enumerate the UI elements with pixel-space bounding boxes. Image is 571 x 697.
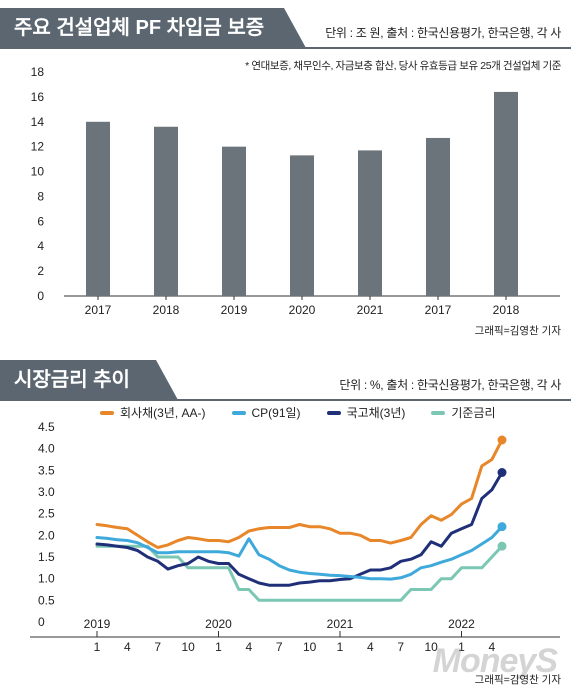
x-month-label: 4 — [367, 640, 374, 654]
legend-label: 회사채(3년, AA-) — [120, 406, 206, 420]
series-line — [95, 471, 504, 587]
y-tick-label: 2.0 — [38, 528, 55, 542]
series-line — [95, 438, 504, 549]
y-tick-label: 4 — [37, 239, 44, 253]
bar — [154, 126, 178, 296]
legend-label: 국고채(3년) — [346, 406, 406, 420]
y-tick-label: 2 — [37, 264, 44, 278]
legend-item: CP(91일) — [231, 404, 301, 421]
y-tick-label: 2.5 — [38, 507, 55, 521]
y-tick-label: 14 — [31, 115, 45, 129]
legend-item: 회사채(3년, AA-) — [100, 404, 206, 421]
x-tick-label: 2018 — [153, 303, 180, 317]
bar-chart-credit: 그래픽=김영찬 기자 — [474, 325, 561, 337]
y-tick-label: 3.5 — [38, 463, 55, 477]
y-tick-label: 10 — [31, 165, 45, 179]
bar-chart-title: 주요 건설업체 PF 차입금 보증 — [0, 8, 306, 48]
x-month-label: 1 — [94, 640, 101, 654]
legend-swatch — [100, 410, 114, 415]
legend-label: 기준금리 — [451, 406, 496, 420]
y-tick-label: 0 — [38, 615, 45, 629]
x-month-label: 4 — [489, 640, 496, 654]
x-year-label: 2019 — [84, 617, 111, 631]
bar-chart: 0 2 4 6 8 10 12 14 16 18 2017 2018 2019 2020 2021 2017 2… — [31, 65, 560, 317]
bar-chart-note: * 연대보증, 채무인수, 자금보충 합산, 당사 유효등급 보유 25개 건설… — [245, 60, 561, 72]
x-month-label: 1 — [215, 640, 222, 654]
x-month-label: 10 — [181, 640, 195, 654]
x-tick-label: 2018 — [493, 303, 520, 317]
x-tick-label: 2020 — [289, 303, 316, 317]
pf-guarantee-panel: 주요 건설업체 PF 차입금 보증 단위 : 조 원, 출처 : 한국신용평가,… — [0, 0, 571, 345]
y-tick-label: 0.5 — [38, 593, 55, 607]
x-tick-label: 2017 — [425, 303, 452, 317]
line-chart-legend: 회사채(3년, AA-) CP(91일) 국고채(3년) 기준금리 — [100, 404, 496, 421]
line-chart-credit: 그래픽=김영찬 기자 — [474, 674, 561, 686]
y-tick-label: 12 — [31, 140, 45, 154]
title-divider — [0, 47, 571, 49]
x-tick-label: 2021 — [357, 303, 384, 317]
legend-swatch — [431, 410, 446, 415]
bar — [290, 155, 314, 296]
series-end-marker — [497, 435, 507, 445]
y-tick-label: 16 — [31, 90, 45, 104]
x-month-label: 10 — [424, 640, 438, 654]
y-tick-label: 4.5 — [38, 420, 55, 434]
series-line — [95, 525, 504, 581]
title-divider — [0, 399, 571, 401]
y-tick-label: 1.0 — [38, 572, 55, 586]
legend-item: 국고채(3년) — [326, 404, 406, 421]
y-tick-label: 18 — [31, 65, 45, 79]
y-tick-label: 6 — [37, 214, 44, 228]
line-chart-unit: 단위 : %, 출처 : 한국신용평가, 한국은행, 각 사 — [339, 378, 561, 392]
bar — [426, 137, 450, 296]
series-line — [95, 544, 504, 602]
y-tick-label: 3.0 — [38, 485, 55, 499]
x-tick-label: 2019 — [221, 303, 248, 317]
y-tick-label: 1.5 — [38, 550, 55, 564]
x-year-label: 2021 — [327, 617, 354, 631]
legend-item: 기준금리 — [431, 404, 496, 421]
legend-label: CP(91일) — [251, 406, 301, 420]
market-rate-panel: 시장금리 추이 단위 : %, 출처 : 한국신용평가, 한국은행, 각 사 회… — [0, 352, 571, 697]
x-month-label: 4 — [246, 640, 253, 654]
x-tick-label: 2017 — [85, 303, 112, 317]
legend-swatch — [326, 410, 341, 415]
x-month-label: 7 — [397, 640, 404, 654]
x-year-label: 2022 — [448, 617, 475, 631]
line-chart-title: 시장금리 추이 — [0, 360, 178, 400]
series-end-marker — [497, 522, 507, 532]
bar — [494, 91, 518, 297]
y-tick-label: 4.0 — [38, 442, 55, 456]
bar — [222, 146, 246, 296]
line-chart: 0 0.5 1.0 1.5 2.0 2.5 3.0 3.5 4.0 4.5 2019 2020 2021… — [30, 420, 560, 654]
series-end-marker — [497, 468, 507, 477]
bar-chart-unit: 단위 : 조 원, 출처 : 한국신용평가, 한국은행, 각 사 — [325, 26, 561, 40]
x-month-label: 1 — [337, 640, 344, 654]
x-month-label: 7 — [154, 640, 161, 654]
x-month-label: 7 — [276, 640, 283, 654]
legend-swatch — [231, 410, 246, 415]
moneys-watermark: MoneyS — [432, 642, 558, 680]
x-month-label: 1 — [458, 640, 465, 654]
bar — [358, 150, 382, 296]
y-tick-label: 0 — [37, 289, 44, 303]
x-year-label: 2020 — [205, 617, 232, 631]
y-tick-label: 8 — [37, 189, 44, 203]
bar — [86, 121, 110, 297]
x-month-label: 4 — [124, 640, 131, 654]
x-month-label: 10 — [303, 640, 317, 654]
series-end-marker — [497, 541, 507, 551]
